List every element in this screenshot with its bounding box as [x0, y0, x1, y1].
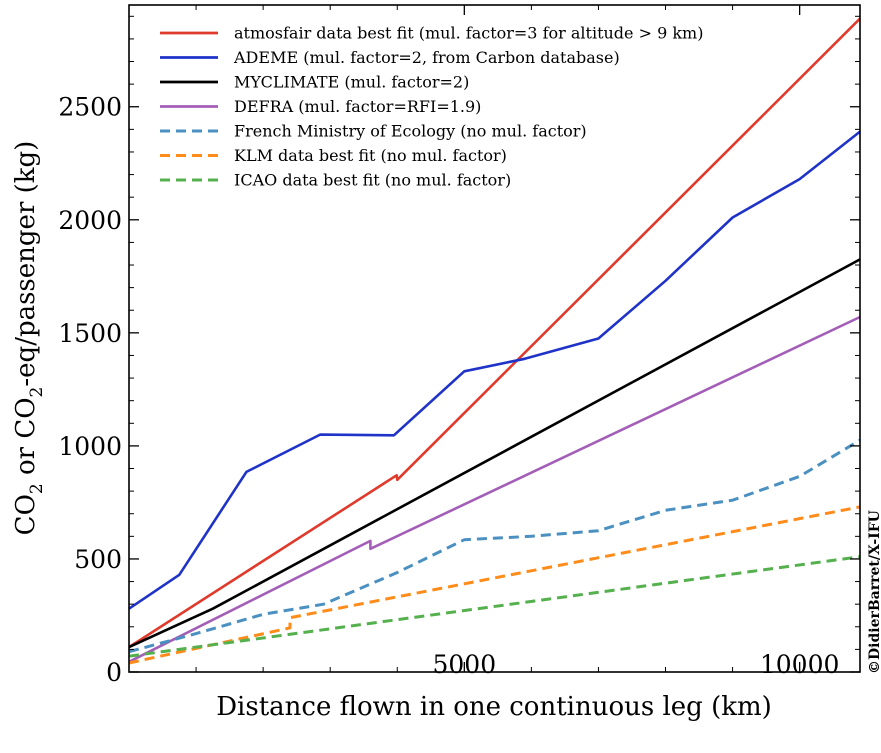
- legend-label: ADEME (mul. factor=2, from Carbon databa…: [233, 48, 620, 67]
- legend-label: ICAO data best fit (no mul. factor): [234, 171, 511, 190]
- legend-label: MYCLIMATE (mul. factor=2): [234, 73, 469, 92]
- series-line-french-ministry-of-ecology-no-mul-factor: [128, 438, 861, 654]
- legend-label: DEFRA (mul. factor=RFI=1.9): [234, 97, 481, 116]
- legend-label: atmosfair data best fit (mul. factor=3 f…: [234, 24, 703, 43]
- credit-label: ©DidierBarret/X-IFU: [867, 510, 881, 674]
- y-tick-label: 1500: [58, 319, 122, 348]
- y-tick-label: 0: [106, 658, 122, 687]
- x-axis-label: Distance flown in one continuous leg (km…: [216, 692, 772, 722]
- y-tick-label: 2500: [58, 93, 122, 122]
- y-tick-label: 1000: [58, 432, 122, 461]
- legend: atmosfair data best fit (mul. factor=3 f…: [160, 24, 703, 190]
- series-line-atmosfair-data-best-fit-mul-factor-3-for: [128, 17, 861, 649]
- tick-layer: 5000 10000 0 500 1000 1500 2000 2500: [58, 5, 860, 687]
- x-tick-label: 5000: [433, 650, 497, 679]
- series-line-icao-data-best-fit-no-mul-factor: [128, 555, 861, 658]
- legend-label: French Ministry of Ecology (no mul. fact…: [234, 122, 587, 141]
- x-tick-label: 10000: [760, 650, 840, 679]
- y-tick-label: 500: [74, 545, 122, 574]
- series-layer: [128, 17, 861, 665]
- y-axis-label: CO2 or CO2-eq/passenger (kg): [11, 141, 47, 536]
- legend-label: KLM data best fit (no mul. factor): [234, 146, 507, 165]
- plot-frame: [128, 4, 861, 673]
- series-line-myclimate-mul-factor-2: [128, 258, 861, 649]
- series-line-defra-mul-factor-rfi-1-9: [128, 315, 861, 663]
- y-tick-label: 2000: [58, 206, 122, 235]
- series-line-klm-data-best-fit-no-mul-factor: [128, 505, 861, 665]
- series-line-ademe-mul-factor-2-from-carbon-database: [128, 130, 861, 610]
